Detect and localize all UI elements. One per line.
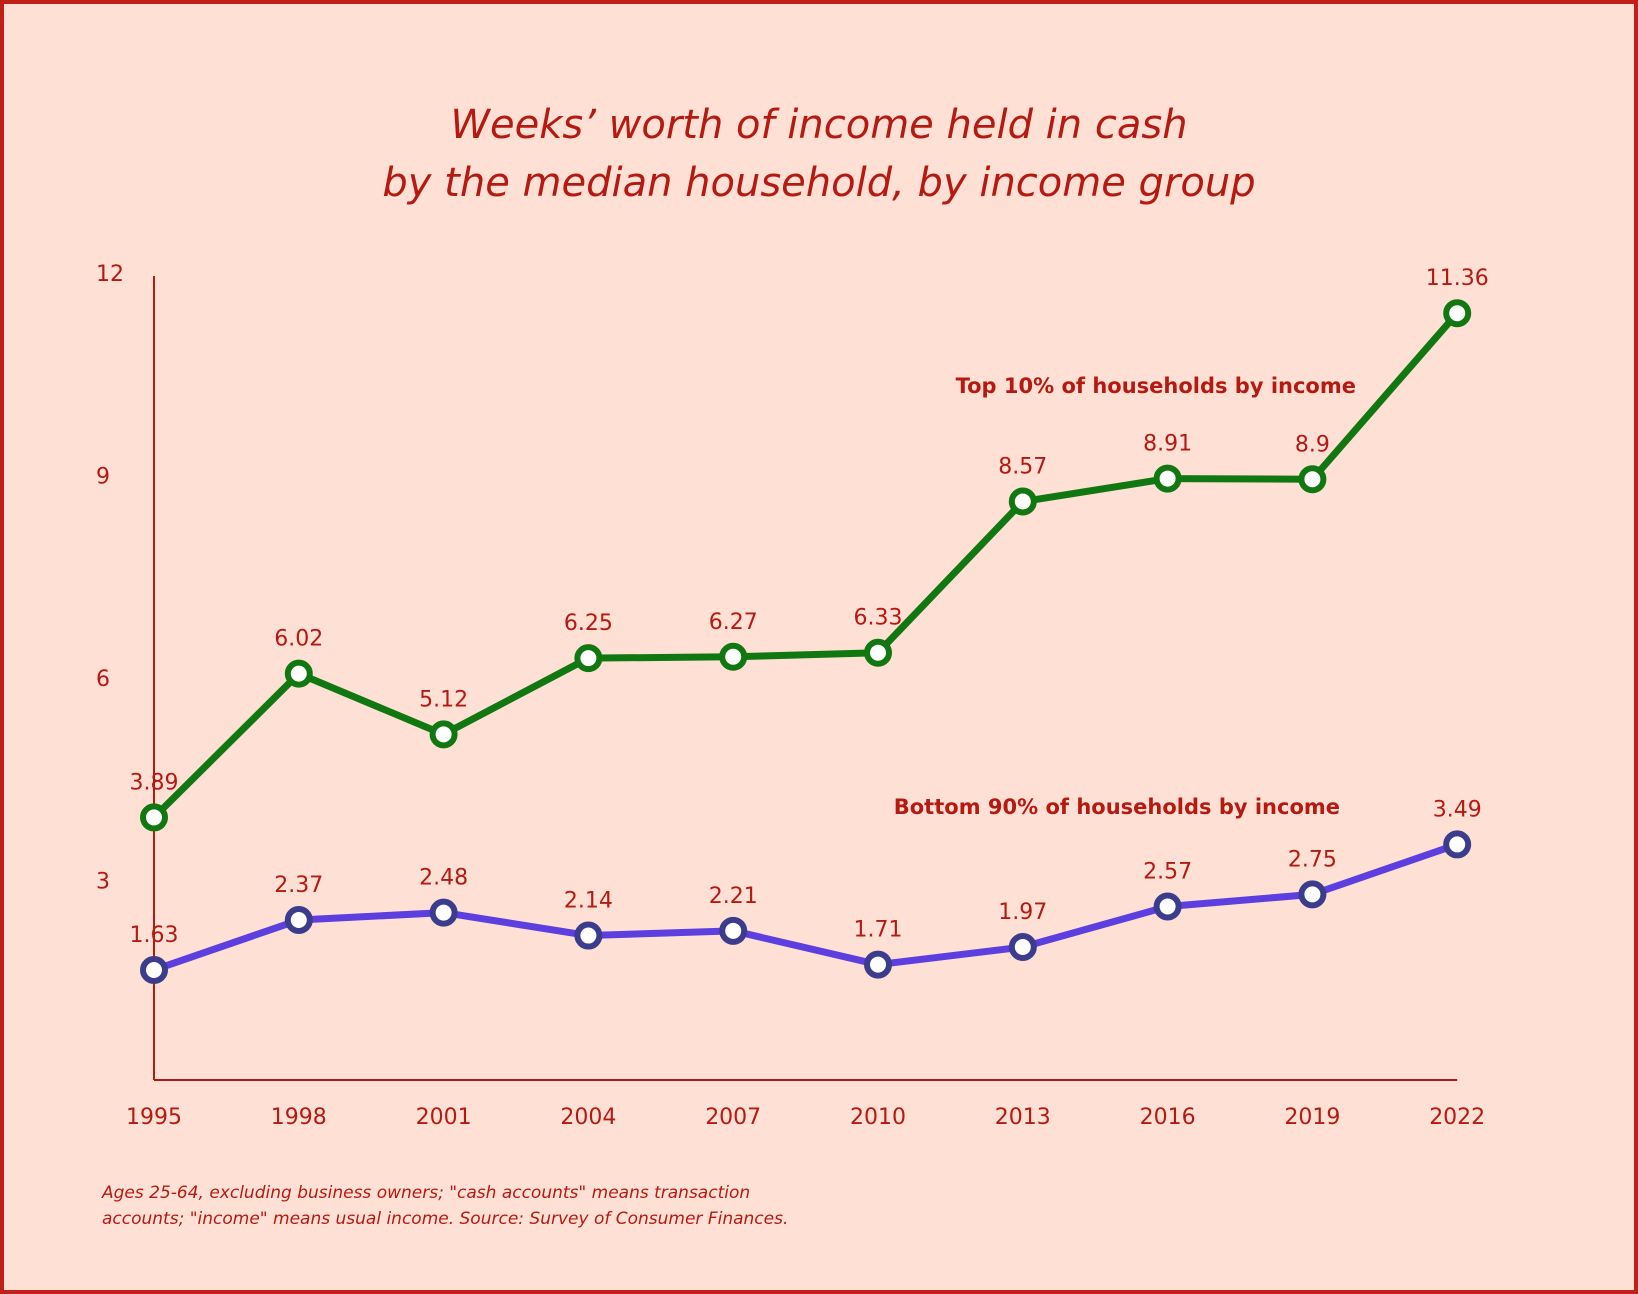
y-tick-label: 6 <box>96 667 110 692</box>
data-point <box>429 898 458 927</box>
data-point <box>1153 892 1182 921</box>
axes <box>153 276 1458 1081</box>
data-point <box>1443 299 1472 328</box>
data-point <box>1008 487 1037 516</box>
data-point <box>284 906 313 935</box>
source-note-line-2: accounts; "income" means usual income. S… <box>102 1209 789 1229</box>
title-line-2: by the median household, by income group <box>382 160 1256 206</box>
series-lines <box>150 309 1461 974</box>
series-line-1 <box>150 840 1461 974</box>
x-tick-labels: 1995 1998 2001 2004 2007 2010 2013 2016 2019 2022 <box>126 1105 1485 1130</box>
x-tick-label: 2013 <box>995 1105 1051 1130</box>
data-point <box>864 638 892 667</box>
x-tick-label: 2022 <box>1429 1105 1485 1130</box>
data-label: 6.33 <box>854 606 903 631</box>
data-label: 6.02 <box>274 627 323 652</box>
data-point <box>284 659 313 688</box>
data-point <box>1008 933 1037 962</box>
data-label: 8.91 <box>1143 432 1192 457</box>
line-chart: 3 6 9 12 1995 1998 2001 2004 2007 2010 2013 2016 20… <box>96 262 1489 1130</box>
data-point <box>719 916 748 945</box>
data-label: 5.12 <box>419 687 468 712</box>
data-point <box>1443 830 1472 859</box>
series-line-0 <box>150 309 1461 821</box>
data-label: 8.9 <box>1295 432 1330 457</box>
data-label: 6.27 <box>709 610 758 635</box>
data-label: 11.36 <box>1426 266 1489 291</box>
data-label: 2.37 <box>274 873 323 898</box>
x-tick-label: 2019 <box>1284 1105 1340 1130</box>
x-tick-label: 2001 <box>416 1105 472 1130</box>
data-label: 2.75 <box>1288 847 1337 872</box>
x-tick-label: 2007 <box>705 1105 761 1130</box>
data-point <box>140 803 168 832</box>
y-tick-label: 9 <box>96 465 110 490</box>
series-labels: Top 10% of households by income Bottom 90… <box>894 374 1356 819</box>
data-point <box>1153 464 1182 493</box>
x-tick-label: 2004 <box>560 1105 616 1130</box>
data-label: 6.25 <box>564 611 613 636</box>
y-tick-label: 12 <box>96 262 124 287</box>
chart-title: Weeks’ worth of income held in cash by t… <box>4 96 1634 212</box>
series-label-bottom: Bottom 90% of households by income <box>894 795 1340 819</box>
x-tick-label: 2016 <box>1140 1105 1196 1130</box>
data-labels: 3.89 6.02 5.12 6.25 6.27 6.33 8.57 8.91 8.9 11.36… <box>130 266 1489 948</box>
series-label-top: Top 10% of households by income <box>956 374 1356 398</box>
x-tick-label: 1998 <box>271 1105 327 1130</box>
source-note: Ages 25-64, excluding business owners; "… <box>102 1180 862 1232</box>
y-tick-label: 3 <box>96 870 110 895</box>
data-point <box>719 642 748 671</box>
series-markers <box>140 299 1472 984</box>
data-point <box>1298 465 1327 494</box>
x-tick-label: 2010 <box>850 1105 906 1130</box>
data-point <box>864 950 892 979</box>
title-line-1: Weeks’ worth of income held in cash <box>450 102 1188 148</box>
data-label: 1.97 <box>998 900 1047 925</box>
data-point <box>574 921 603 950</box>
data-label: 3.89 <box>130 770 179 795</box>
data-label: 1.71 <box>854 918 903 943</box>
x-tick-label: 1995 <box>126 1105 182 1130</box>
data-label: 3.49 <box>1433 797 1482 822</box>
data-point <box>1298 880 1327 909</box>
y-tick-labels: 3 6 9 12 <box>96 262 124 895</box>
source-note-line-1: Ages 25-64, excluding business owners; "… <box>102 1183 751 1203</box>
data-point <box>140 955 168 984</box>
data-label: 2.21 <box>709 884 758 909</box>
data-label: 2.14 <box>564 889 613 914</box>
data-label: 2.57 <box>1143 860 1192 885</box>
data-point <box>574 644 603 673</box>
data-label: 2.48 <box>419 866 468 891</box>
data-point <box>429 720 458 749</box>
data-label: 1.63 <box>130 923 179 948</box>
data-label: 8.57 <box>998 455 1047 480</box>
